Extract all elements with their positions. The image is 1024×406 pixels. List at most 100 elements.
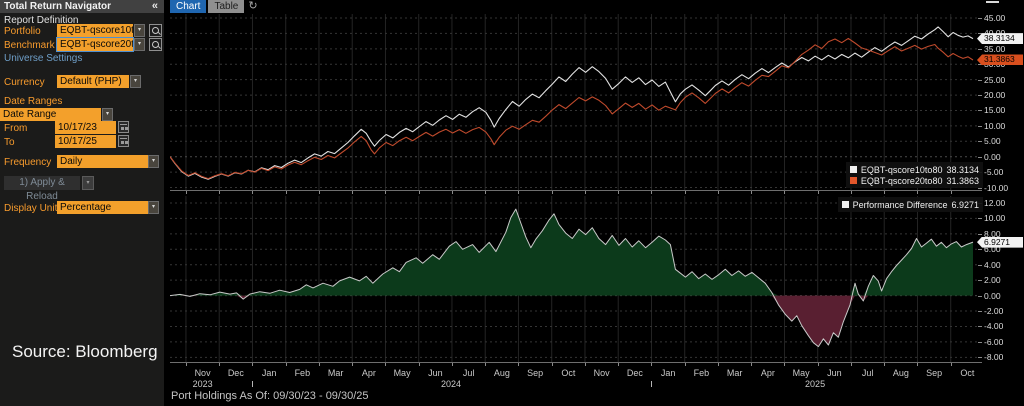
month-tick <box>285 363 287 366</box>
month-tick <box>717 363 719 366</box>
month-label: Jul <box>861 368 874 378</box>
month-tick <box>285 191 287 194</box>
month-tick <box>850 363 852 366</box>
display-units-select[interactable]: Percentage <box>57 201 148 214</box>
panel-title: Total Return Navigator <box>4 1 112 12</box>
collapse-panel-icon[interactable]: « <box>151 0 158 12</box>
legend-series-name: EQBT-qscore10to80 <box>860 164 943 175</box>
month-label: Jan <box>660 368 676 378</box>
month-label: Apr <box>361 368 376 378</box>
currency-dropdown-arrow-icon[interactable]: ▾ <box>130 75 141 88</box>
year-label: 2025 <box>805 379 826 389</box>
frequency-select[interactable]: Daily <box>57 155 148 168</box>
from-label: From <box>4 123 28 134</box>
magnifier-icon <box>152 41 159 48</box>
month-label: Sep <box>527 368 544 378</box>
to-calendar-icon[interactable] <box>118 135 129 147</box>
month-tick <box>318 363 320 366</box>
y-tick-label: 25.00 <box>984 74 1006 85</box>
month-label: Oct <box>960 368 975 378</box>
y-tick-label: -5.00 <box>984 167 1004 178</box>
benchmark-input[interactable]: EQBT-qscore20to80 <box>56 37 134 52</box>
date-range-select[interactable]: Date Range <box>0 108 101 121</box>
top-right-dash-icon <box>986 1 999 3</box>
year-label: 2024 <box>440 379 461 389</box>
y-tick <box>978 156 982 158</box>
date-range-dropdown-arrow-icon[interactable]: ▾ <box>102 108 113 121</box>
month-tick <box>917 191 919 194</box>
month-label: Jul <box>462 368 475 378</box>
from-date-input[interactable]: 10/17/23 <box>55 121 116 134</box>
portfolio-dropdown-arrow-icon[interactable]: ▾ <box>134 24 145 37</box>
legend-series-name: EQBT-qscore20to80 <box>860 175 943 186</box>
currency-label: Currency <box>4 77 45 88</box>
legend-series-value: 6.9271 <box>951 199 979 210</box>
chart-region: Chart Table ↻ 45.0040.0035.0030.0025.002… <box>166 0 1024 406</box>
y-tick <box>978 64 982 66</box>
month-tick <box>485 363 487 366</box>
y-tick <box>978 125 982 127</box>
month-tick <box>684 191 686 194</box>
y-tick-label: 12.00 <box>984 197 1006 208</box>
y-tick <box>978 357 982 359</box>
month-label: May <box>792 368 810 378</box>
performance-difference-positive-area <box>170 209 973 296</box>
y-tick-label: 8.00 <box>984 228 1001 239</box>
legend-entry[interactable]: EQBT-qscore20to80 31.3863 <box>849 175 979 186</box>
magnifier-icon <box>152 27 159 34</box>
y-tick <box>978 249 982 251</box>
legend-entry[interactable]: EQBT-qscore10to80 38.3134 <box>849 164 979 175</box>
month-tick <box>784 191 786 194</box>
tab-table[interactable]: Table <box>208 0 245 13</box>
currency-select[interactable]: Default (PHP) <box>57 75 129 88</box>
apply-reload-dropdown-arrow-icon[interactable]: ▾ <box>82 176 94 190</box>
month-label: Oct <box>561 368 576 378</box>
y-tick-label: 0.00 <box>984 151 1001 162</box>
year-label: 2023 <box>192 379 213 389</box>
display-units-dropdown-arrow-icon[interactable]: ▾ <box>148 201 159 214</box>
legend-series-value: 38.3134 <box>946 164 979 175</box>
y-tick <box>978 233 982 235</box>
legend-swatch-icon <box>849 177 857 184</box>
portfolio-input[interactable]: EQBT-qscore10to80 <box>57 24 133 37</box>
y-tick-label: 15.00 <box>984 105 1006 116</box>
to-date-input[interactable]: 10/17/25 <box>55 135 116 148</box>
portfolio-line <box>170 26 974 180</box>
sidebar-panel: Total Return Navigator « Report Definiti… <box>0 0 166 406</box>
month-tick <box>551 363 553 366</box>
display-units-label: Display Units <box>4 203 63 214</box>
month-tick <box>252 363 254 366</box>
month-tick <box>817 363 819 366</box>
portfolio-search-button[interactable] <box>149 24 162 37</box>
refresh-icon[interactable]: ↻ <box>248 0 258 12</box>
portfolio-label: Portfolio <box>4 26 41 37</box>
year-boundary-tick <box>252 381 254 387</box>
benchmark-search-button[interactable] <box>149 38 162 51</box>
month-label: Mar <box>726 368 743 378</box>
frequency-dropdown-arrow-icon[interactable]: ▾ <box>148 155 159 168</box>
panel-title-bar[interactable]: Total Return Navigator « <box>0 0 164 13</box>
bottom-chart-legend: Performance Difference 6.9271 <box>837 197 983 212</box>
from-calendar-icon[interactable] <box>118 121 129 133</box>
month-tick <box>352 191 354 194</box>
total-return-chart-plot[interactable] <box>170 14 978 190</box>
month-tick <box>684 363 686 366</box>
source-annotation: Source: Bloomberg <box>12 342 158 361</box>
tab-chart[interactable]: Chart <box>170 0 207 13</box>
y-tick <box>978 311 982 313</box>
month-label: Dec <box>626 368 643 378</box>
y-tick <box>978 218 982 220</box>
view-tabbar: Chart Table ↻ <box>170 0 258 13</box>
month-tick <box>817 191 819 194</box>
month-tick <box>318 191 320 194</box>
date-ranges-heading: Date Ranges <box>4 96 63 107</box>
y-tick-label: 10.00 <box>984 213 1006 224</box>
legend-entry[interactable]: Performance Difference 6.9271 <box>841 199 979 210</box>
universe-settings-link[interactable]: Universe Settings <box>4 53 83 64</box>
y-tick <box>978 18 982 19</box>
benchmark-dropdown-arrow-icon[interactable]: ▾ <box>134 38 145 51</box>
last-value-badge: 6.9271 <box>977 236 1023 248</box>
month-label: Apr <box>760 368 775 378</box>
apply-reload-button[interactable]: 1) Apply & Reload <box>4 176 80 202</box>
performance-difference-plot[interactable] <box>170 196 978 362</box>
